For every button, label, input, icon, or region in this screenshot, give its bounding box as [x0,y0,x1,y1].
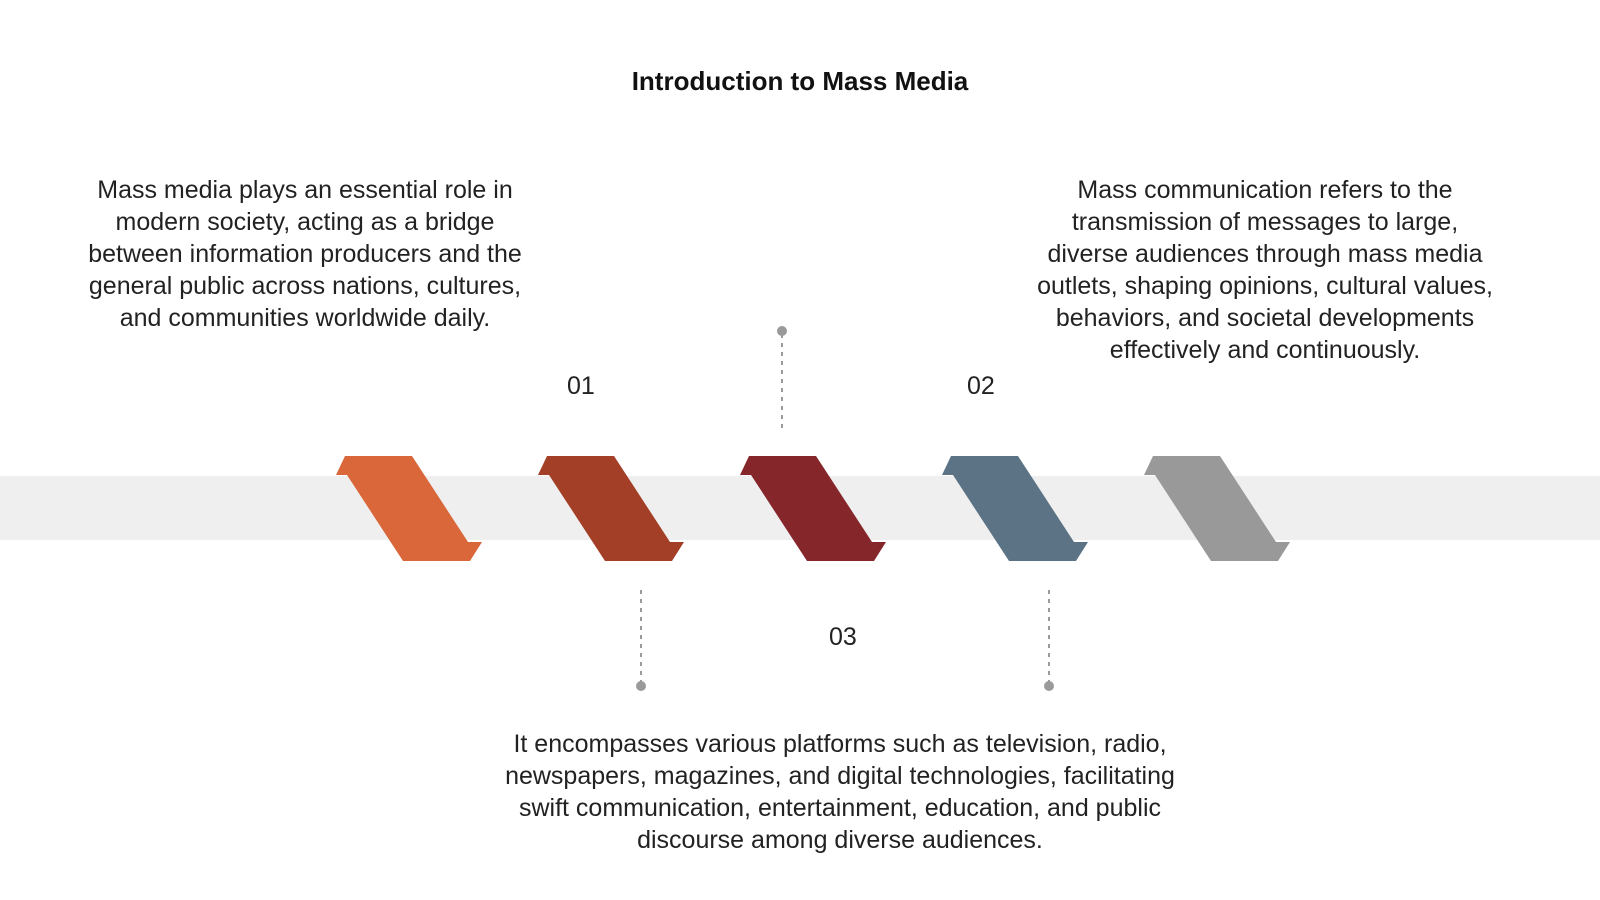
chevron-shapes [336,456,1290,561]
step-1-description: Mass media plays an essential role in mo… [88,176,522,332]
page-title: Introduction to Mass Media [631,66,969,96]
connector-dot-bottom-left [636,681,646,691]
chevron-1 [336,456,482,561]
chevron-3 [740,456,886,561]
step-1-number: 01 [567,372,595,400]
step-3-number: 03 [829,623,857,651]
step-2-number: 02 [967,372,995,400]
chevron-4 [942,456,1088,561]
connectors [636,326,1054,691]
chevron-2 [538,456,684,561]
step-3-description: It encompasses various platforms such as… [505,730,1175,854]
connector-dot-bottom-right [1044,681,1054,691]
connector-dot-top [777,326,787,336]
chevron-5 [1144,456,1290,561]
step-2-description: Mass communication refers to the transmi… [1037,176,1493,364]
